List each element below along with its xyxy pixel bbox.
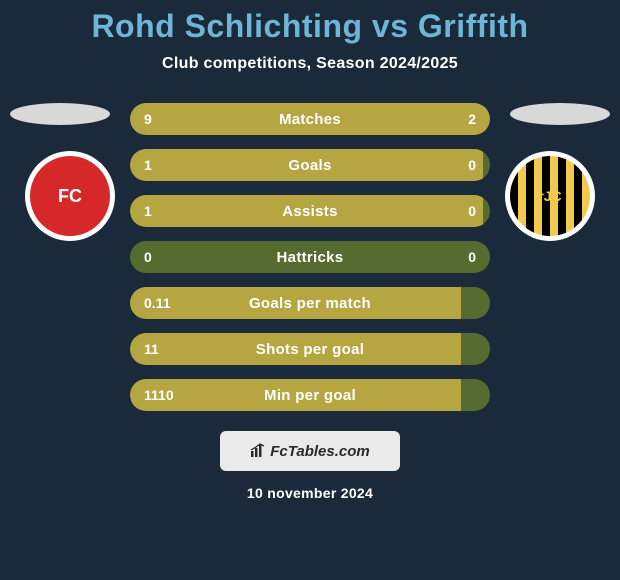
stat-bars: 92Matches 10Goals 10Assists 00Hattricks 0.11… bbox=[130, 103, 490, 411]
stat-label: Hattricks bbox=[130, 249, 490, 266]
shadow-ellipse-right bbox=[510, 103, 610, 125]
stat-row: 00Hattricks bbox=[130, 241, 490, 273]
stat-label: Min per goal bbox=[130, 387, 490, 404]
team-badge-right-text: rJC bbox=[538, 188, 561, 204]
team-badge-left-inner: FC bbox=[30, 156, 110, 236]
stat-label: Assists bbox=[130, 203, 490, 220]
stat-label: Shots per goal bbox=[130, 341, 490, 358]
team-badge-right-inner: rJC bbox=[510, 156, 590, 236]
team-badge-left: FC bbox=[25, 151, 115, 241]
stat-row: 92Matches bbox=[130, 103, 490, 135]
stat-label: Matches bbox=[130, 111, 490, 128]
footer-date: 10 november 2024 bbox=[0, 485, 620, 501]
footer-brand-text: FcTables.com bbox=[270, 443, 369, 460]
stat-label: Goals bbox=[130, 157, 490, 174]
team-badge-right: rJC bbox=[505, 151, 595, 241]
footer-brand-card[interactable]: FcTables.com bbox=[220, 431, 400, 471]
page-title: Rohd Schlichting vs Griffith bbox=[0, 8, 620, 45]
stat-row: 11Shots per goal bbox=[130, 333, 490, 365]
stat-row: 10Goals bbox=[130, 149, 490, 181]
comparison-widget: Rohd Schlichting vs Griffith Club compet… bbox=[0, 0, 620, 580]
stat-label: Goals per match bbox=[130, 295, 490, 312]
page-subtitle: Club competitions, Season 2024/2025 bbox=[0, 55, 620, 73]
team-badge-left-text: FC bbox=[58, 186, 82, 207]
middle-section: FC rJC 92Matches 10Goals 10Assists 00Hattri… bbox=[0, 103, 620, 411]
stat-row: 10Assists bbox=[130, 195, 490, 227]
chart-icon bbox=[250, 443, 266, 460]
stat-row: 1110Min per goal bbox=[130, 379, 490, 411]
shadow-ellipse-left bbox=[10, 103, 110, 125]
stat-row: 0.11Goals per match bbox=[130, 287, 490, 319]
